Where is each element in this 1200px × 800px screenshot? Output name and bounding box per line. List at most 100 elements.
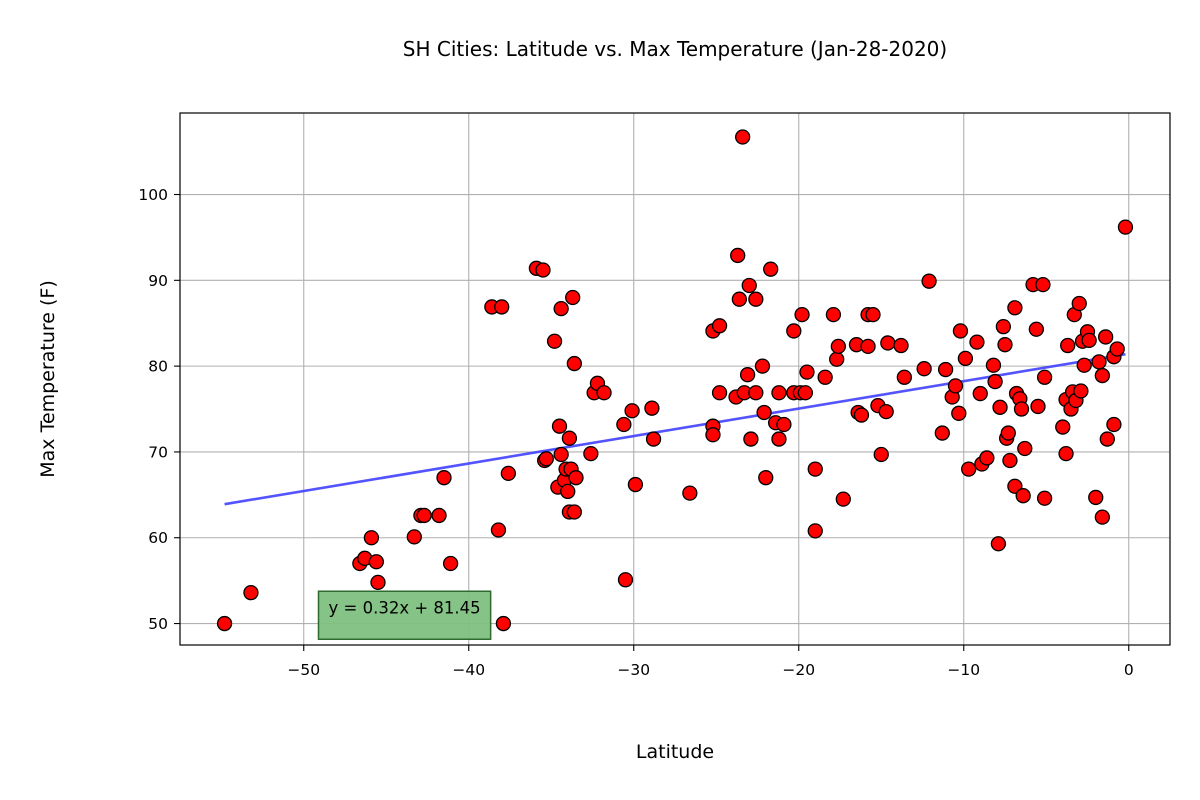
y-tick-label: 70 bbox=[148, 443, 168, 461]
x-axis-ticks: −50 −40 −30 −20 −10 0 bbox=[287, 645, 1134, 679]
data-point bbox=[995, 319, 1011, 335]
data-point bbox=[1060, 337, 1076, 354]
data-point bbox=[216, 615, 233, 632]
data-point bbox=[741, 277, 757, 294]
data-point bbox=[951, 405, 967, 421]
data-point bbox=[771, 385, 787, 401]
data-point bbox=[566, 504, 582, 520]
x-tick-label: −50 bbox=[287, 661, 320, 679]
data-point bbox=[817, 369, 833, 385]
y-axis-label: Max Temperature (F) bbox=[37, 280, 59, 477]
data-point bbox=[1117, 219, 1134, 235]
data-point bbox=[987, 373, 1003, 390]
data-point bbox=[937, 361, 954, 378]
data-point bbox=[535, 262, 551, 278]
data-point bbox=[763, 261, 779, 277]
data-point bbox=[566, 355, 582, 372]
data-point bbox=[786, 323, 802, 339]
data-point bbox=[992, 399, 1008, 415]
data-point bbox=[711, 318, 728, 334]
chart-title: SH Cities: Latitude vs. Max Temperature … bbox=[403, 37, 947, 61]
data-point bbox=[807, 523, 823, 539]
data-point bbox=[921, 273, 937, 289]
equation-text: y = 0.32x + 81.45 bbox=[329, 598, 481, 617]
data-point bbox=[1058, 446, 1074, 462]
data-point bbox=[1073, 383, 1089, 399]
data-point bbox=[731, 291, 747, 307]
data-point bbox=[865, 306, 881, 323]
data-point bbox=[985, 357, 1002, 373]
data-point bbox=[711, 385, 728, 401]
x-tick-label: −20 bbox=[782, 661, 815, 679]
data-point bbox=[1035, 276, 1051, 293]
data-point bbox=[799, 364, 815, 380]
data-point bbox=[972, 385, 988, 402]
data-point bbox=[771, 431, 787, 447]
data-point bbox=[860, 338, 876, 355]
equation-box bbox=[317, 590, 492, 641]
data-point bbox=[807, 461, 823, 477]
data-point bbox=[758, 470, 774, 486]
regression-line bbox=[224, 352, 1126, 506]
data-point bbox=[797, 385, 813, 401]
data-point bbox=[1028, 321, 1044, 337]
data-point bbox=[853, 407, 870, 423]
data-point bbox=[748, 385, 764, 401]
data-point bbox=[735, 129, 751, 145]
data-point bbox=[495, 615, 512, 632]
data-point bbox=[436, 470, 452, 486]
data-point bbox=[878, 403, 894, 420]
data-point bbox=[835, 491, 851, 507]
data-point bbox=[551, 418, 568, 434]
data-point bbox=[568, 470, 584, 486]
data-point bbox=[370, 574, 386, 591]
data-point bbox=[947, 378, 964, 394]
data-point bbox=[969, 334, 985, 350]
data-point bbox=[1017, 440, 1033, 457]
data-point bbox=[893, 337, 909, 354]
data-point bbox=[1000, 425, 1016, 441]
data-point bbox=[1099, 431, 1115, 447]
data-point bbox=[1013, 401, 1030, 417]
data-point bbox=[406, 529, 422, 545]
data-point bbox=[754, 358, 771, 374]
x-tick-label: −30 bbox=[617, 661, 650, 679]
data-point bbox=[565, 289, 581, 306]
data-point bbox=[1030, 398, 1046, 415]
data-point bbox=[776, 416, 792, 433]
data-point bbox=[1007, 300, 1023, 316]
data-point bbox=[644, 400, 660, 416]
data-point bbox=[916, 361, 932, 377]
data-point bbox=[830, 338, 846, 355]
data-point bbox=[553, 446, 569, 463]
data-point bbox=[1109, 341, 1125, 357]
data-point bbox=[1036, 369, 1053, 385]
data-point bbox=[957, 350, 974, 367]
data-point bbox=[560, 483, 576, 500]
data-point bbox=[748, 291, 764, 307]
data-point bbox=[1081, 332, 1097, 349]
data-point bbox=[596, 385, 612, 401]
data-point bbox=[997, 337, 1013, 353]
data-point bbox=[1091, 354, 1107, 370]
data-point bbox=[442, 555, 459, 572]
data-point bbox=[363, 530, 380, 546]
equation-annotation: y = 0.32x + 81.45 bbox=[317, 590, 492, 641]
data-point bbox=[1015, 488, 1031, 504]
data-point bbox=[934, 425, 950, 441]
data-point bbox=[880, 335, 896, 351]
data-point bbox=[873, 446, 889, 463]
data-point bbox=[682, 485, 698, 501]
data-point bbox=[979, 450, 995, 466]
data-point bbox=[739, 367, 756, 383]
data-point bbox=[616, 416, 632, 433]
data-points bbox=[216, 129, 1134, 632]
data-point bbox=[825, 306, 842, 323]
data-point bbox=[756, 404, 772, 421]
data-point bbox=[624, 403, 640, 419]
grid bbox=[180, 113, 1170, 645]
data-point bbox=[1076, 357, 1092, 373]
y-axis-ticks: 50 60 70 80 90 100 bbox=[138, 186, 180, 633]
data-point bbox=[990, 536, 1007, 552]
data-point bbox=[645, 431, 662, 447]
